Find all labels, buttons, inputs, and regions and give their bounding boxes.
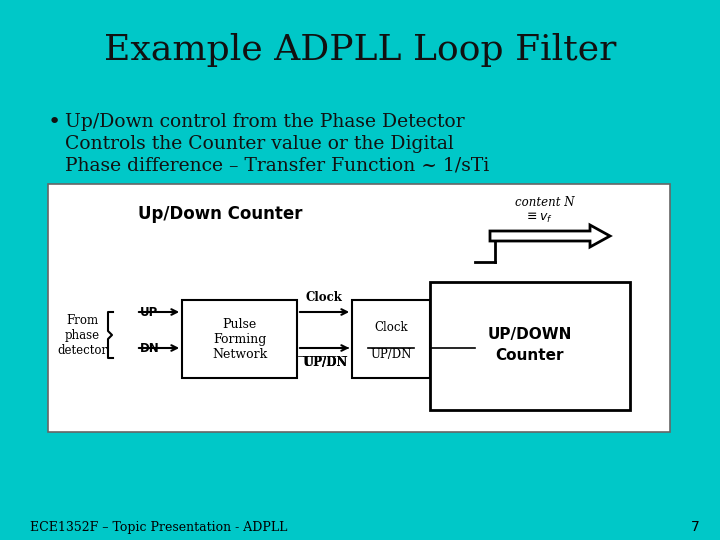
Text: $\equiv v_f$: $\equiv v_f$ — [523, 211, 552, 225]
Text: From
phase
detector: From phase detector — [57, 314, 107, 356]
Text: UP/DN: UP/DN — [304, 356, 348, 369]
Polygon shape — [490, 225, 610, 247]
Bar — [182, 300, 297, 378]
Text: Counter: Counter — [496, 348, 564, 363]
Text: UP/DN: UP/DN — [370, 348, 412, 361]
Text: Controls the Counter value or the Digital: Controls the Counter value or the Digita… — [65, 135, 454, 153]
Text: UP/DOWN: UP/DOWN — [488, 327, 572, 341]
Text: Clock: Clock — [432, 291, 469, 304]
Text: Up/Down Counter: Up/Down Counter — [138, 205, 302, 223]
Text: UP/DN: UP/DN — [432, 356, 476, 369]
Text: 7: 7 — [691, 520, 700, 534]
Text: UP: UP — [140, 306, 158, 319]
Text: Pulse
Forming
Network: Pulse Forming Network — [212, 318, 267, 361]
Text: content N: content N — [516, 195, 575, 208]
Text: •: • — [48, 112, 61, 132]
Bar — [352, 300, 430, 378]
Text: Example ADPLL Loop Filter: Example ADPLL Loop Filter — [104, 33, 616, 67]
Bar — [48, 184, 670, 432]
Bar — [430, 282, 630, 410]
Text: ECE1352F – Topic Presentation - ADPLL: ECE1352F – Topic Presentation - ADPLL — [30, 521, 287, 534]
Text: Clock: Clock — [305, 291, 342, 304]
Text: Clock: Clock — [374, 321, 408, 334]
Text: Phase difference – Transfer Function ~ 1/sTi: Phase difference – Transfer Function ~ 1… — [65, 157, 490, 175]
Text: ̅U̅P̅/̅D̅N̅: ̅U̅P̅/̅D̅N̅ — [304, 356, 348, 369]
Text: DN: DN — [140, 341, 160, 354]
Text: Up/Down control from the Phase Detector: Up/Down control from the Phase Detector — [65, 113, 464, 131]
